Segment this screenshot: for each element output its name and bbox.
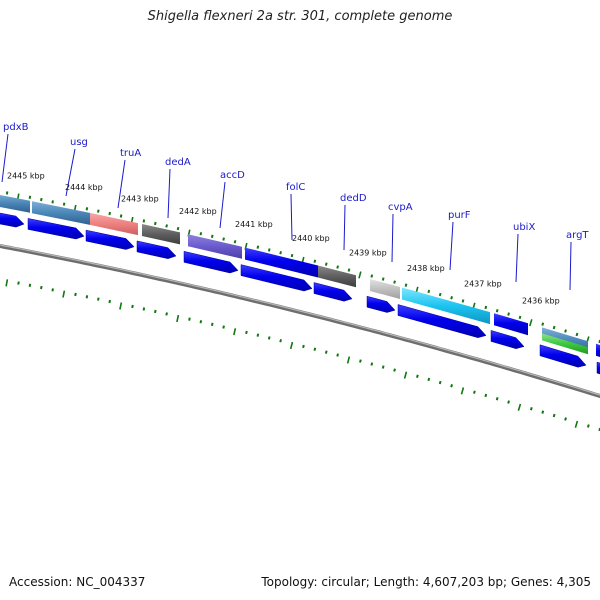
cds-arrow [0, 212, 25, 228]
cds-arrow [596, 361, 600, 375]
gene-feature [402, 287, 490, 325]
gene-feature [32, 201, 90, 225]
inner-tick-row [5, 279, 600, 432]
accession-label: Accession: NC_004337 [9, 575, 146, 589]
gene-label: pdxB [3, 122, 29, 133]
map-title: Shigella flexneri 2a str. 301, complete … [147, 9, 453, 24]
cds-arrow [313, 282, 353, 302]
cds-arrow [27, 218, 85, 240]
topology-summary: Topology: circular; Length: 4,607,203 bp… [261, 575, 591, 589]
gene-label: argT [566, 230, 589, 241]
kbp-tick-label: 2440 kbp [292, 234, 330, 243]
kbp-tick-label: 2443 kbp [121, 195, 159, 204]
gene-label: usg [70, 137, 88, 148]
gene-feature [90, 212, 138, 236]
cds-arrow [136, 240, 177, 259]
kbp-tick-label: 2442 kbp [179, 207, 217, 216]
gene-feature [370, 279, 400, 299]
gene-feature [494, 313, 528, 336]
gene-label: ubiX [513, 222, 535, 233]
gene-feature [0, 195, 30, 213]
gene-feature [188, 234, 242, 259]
cds-arrow [366, 295, 396, 313]
cds-arrow [183, 250, 239, 274]
cds-arrow [490, 330, 525, 349]
gene-label: cvpA [388, 202, 413, 213]
kbp-tick-label: 2437 kbp [464, 280, 502, 289]
kbp-tick-label: 2445 kbp [7, 171, 45, 180]
kbp-tick-label: 2438 kbp [407, 264, 445, 273]
gene-label: folC [286, 182, 305, 193]
cds-arrow [397, 304, 487, 338]
kbp-tick-label: 2441 kbp [235, 220, 273, 229]
gene-label: dedD [340, 193, 367, 204]
gene-label: accD [220, 170, 245, 181]
gene-feature [245, 247, 318, 278]
kbp-tick-label: 2436 kbp [522, 296, 560, 305]
cds-arrow [539, 344, 587, 368]
genome-backbone [0, 243, 600, 399]
kbp-tick-label: 2439 kbp [349, 249, 387, 258]
gene-feature [596, 343, 600, 358]
cds-arrow [240, 264, 313, 292]
kbp-tick-label: 2444 kbp [65, 183, 103, 192]
gene-label: truA [120, 148, 141, 159]
gene-label: dedA [165, 157, 191, 168]
gene-feature [142, 224, 180, 245]
cds-arrow [85, 229, 135, 250]
gene-feature [318, 265, 356, 288]
gene-label: purF [448, 210, 471, 221]
